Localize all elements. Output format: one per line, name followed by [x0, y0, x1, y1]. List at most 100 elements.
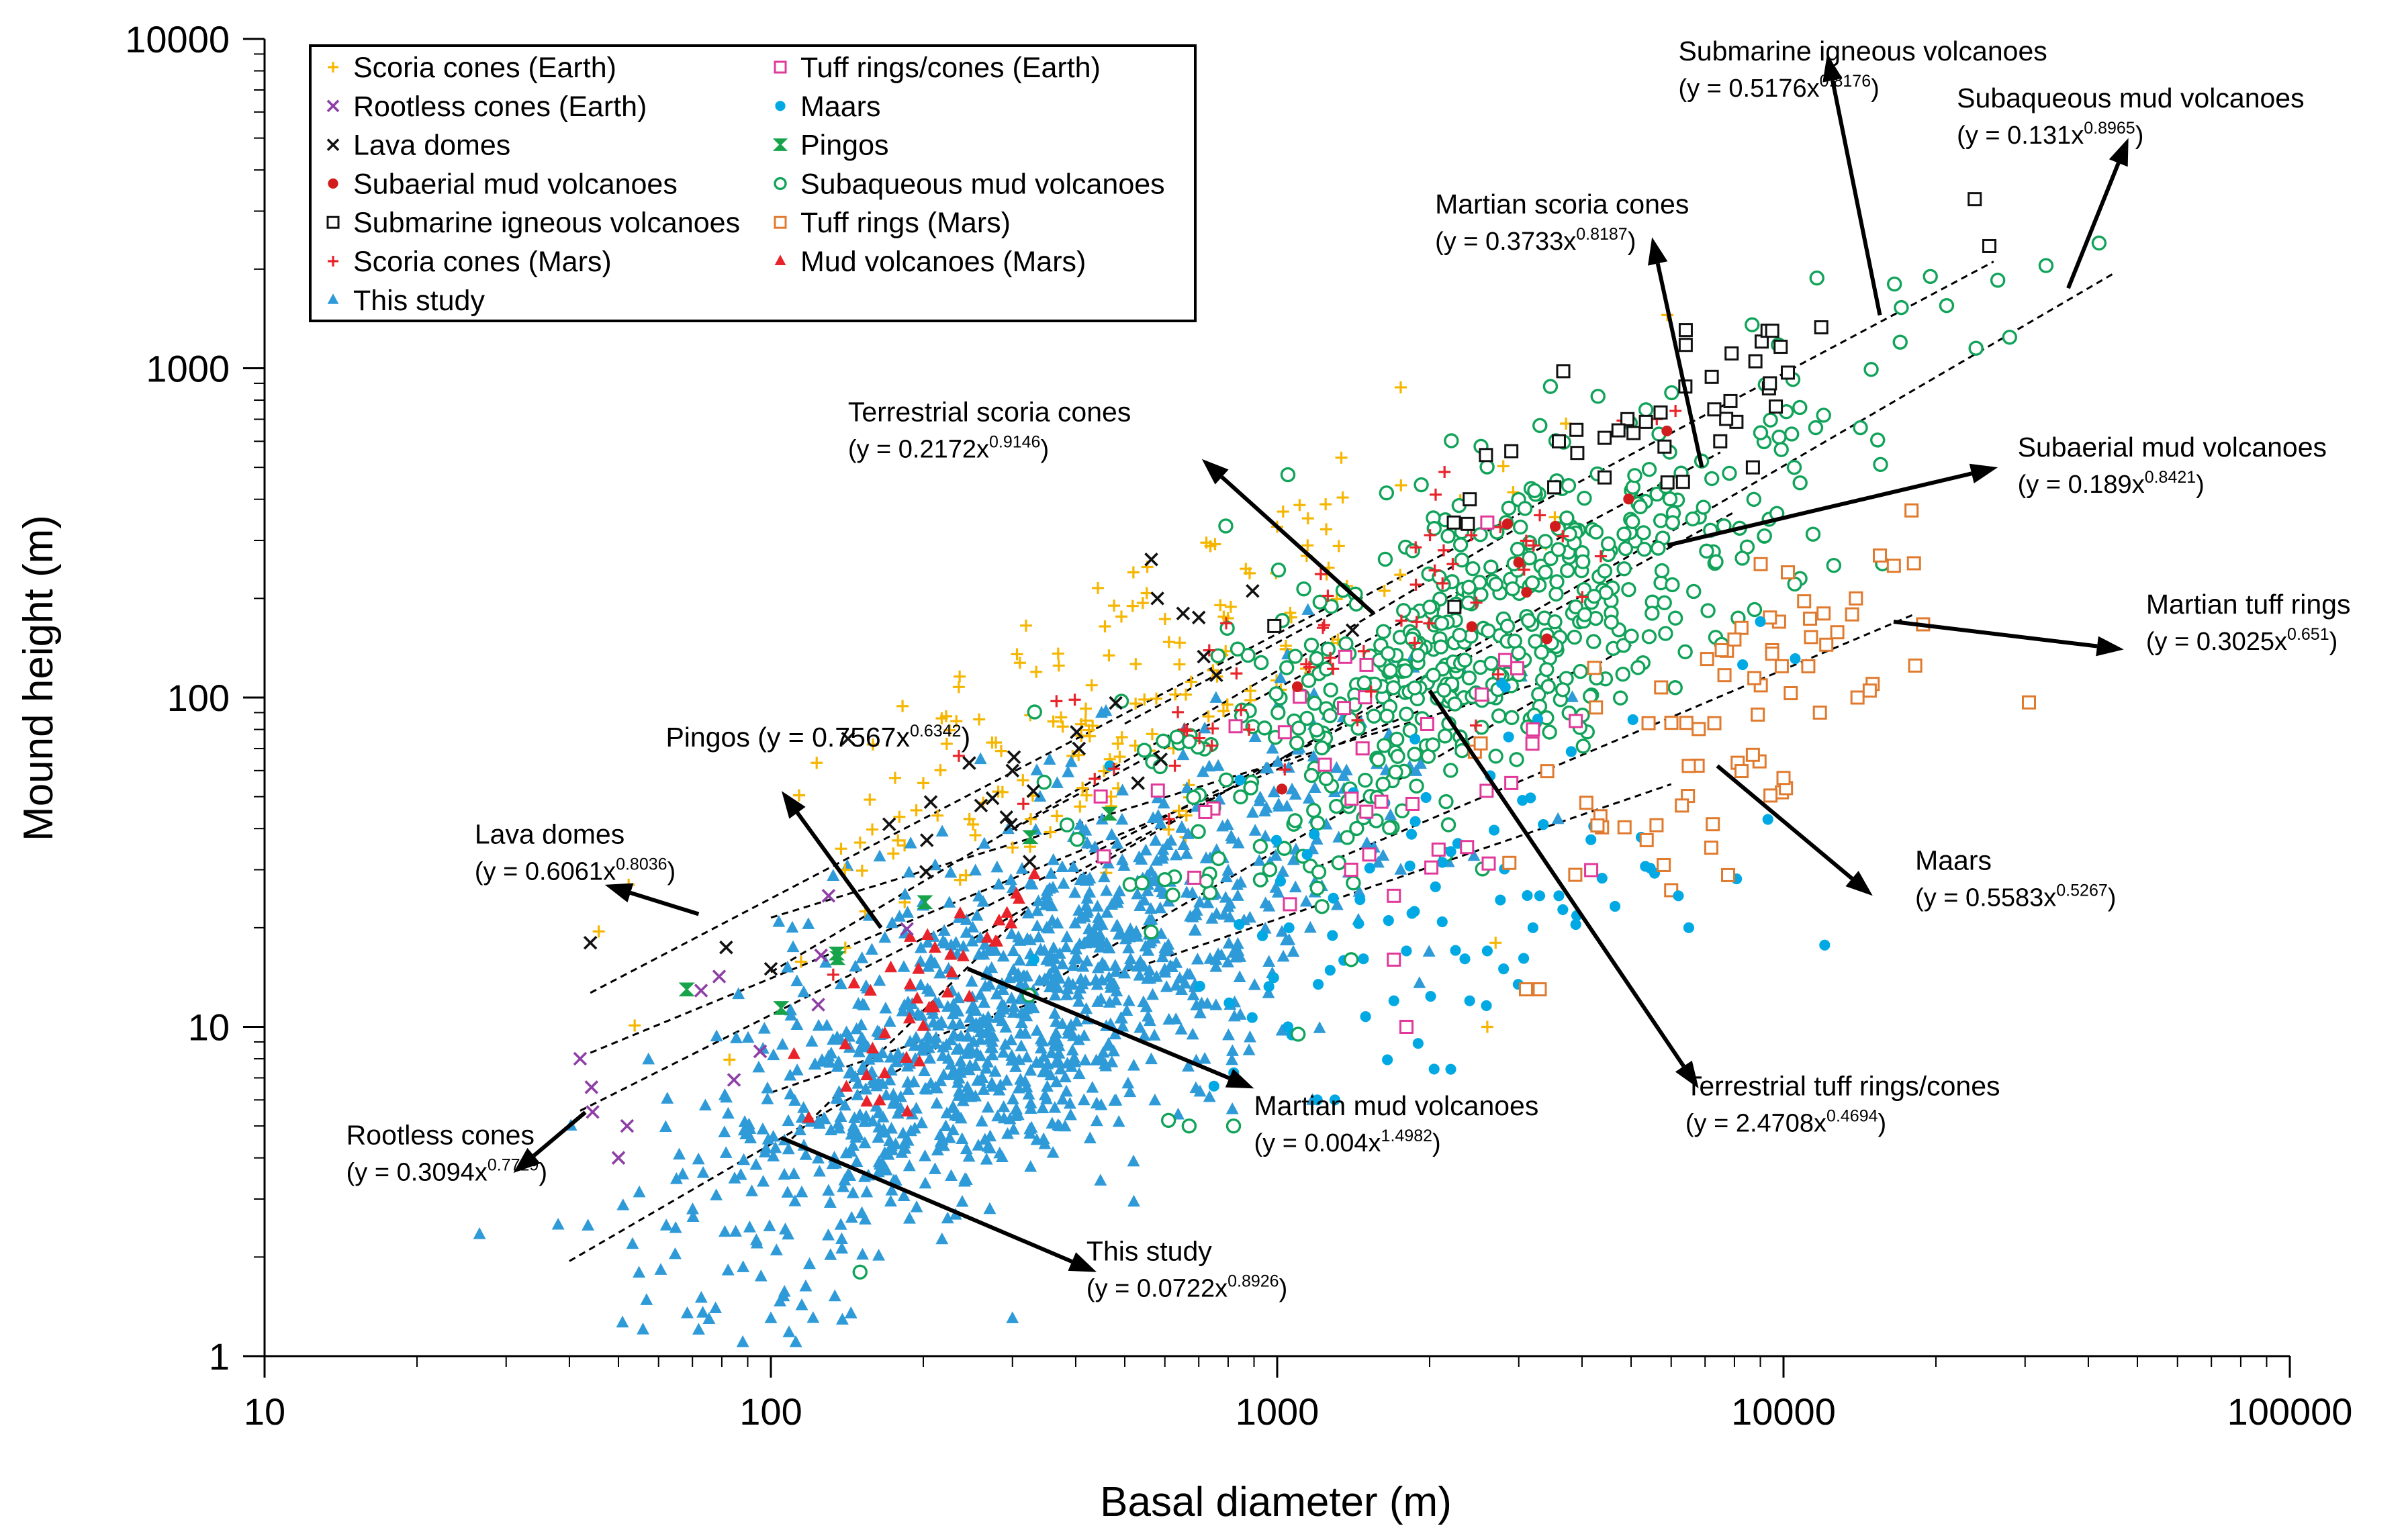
triangle-marker	[799, 1148, 813, 1160]
circle-marker	[1784, 426, 1800, 442]
plus-marker	[1030, 665, 1043, 678]
circle-marker	[1447, 696, 1463, 712]
equation-close: )	[2329, 628, 2338, 656]
triangle-marker	[858, 1212, 872, 1225]
fixed-points-scoria-cones-earth-	[839, 512, 1502, 1033]
triangle-marker	[1024, 1159, 1037, 1172]
annotation-label: Subaerial mud volcanoes	[2018, 432, 2327, 463]
triangle-marker	[855, 1018, 868, 1031]
circle-marker	[1481, 623, 1496, 638]
triangle-marker	[835, 1313, 849, 1325]
dot-marker	[1549, 520, 1561, 532]
circle-marker	[1576, 581, 1592, 598]
triangle-marker	[1253, 794, 1266, 806]
triangle-marker	[1007, 1000, 1021, 1012]
triangle-marker	[812, 1151, 825, 1163]
square-marker	[1660, 475, 1675, 490]
circle-marker	[1303, 637, 1319, 653]
square-marker	[1579, 796, 1593, 810]
circle-marker	[1279, 660, 1295, 675]
dot-marker	[1404, 860, 1416, 871]
triangle-marker	[860, 1094, 874, 1107]
dot-marker	[1291, 681, 1303, 692]
legend-box	[309, 44, 1197, 322]
triangle-marker	[1209, 953, 1223, 965]
circle-marker	[1134, 875, 1150, 891]
circle-marker	[1700, 603, 1716, 618]
triangle-marker	[897, 1189, 911, 1202]
triangle-marker	[616, 1315, 629, 1328]
triangle-marker	[876, 1156, 889, 1168]
triangle-marker	[633, 1266, 646, 1278]
triangle-marker	[990, 987, 1003, 1000]
arrow-shaft	[1716, 764, 1854, 880]
square-marker	[1570, 446, 1585, 461]
triangle-marker	[928, 956, 941, 969]
arrow-head	[1225, 1068, 1254, 1089]
triangle-marker	[956, 949, 970, 961]
triangle-marker	[1131, 887, 1144, 900]
triangle-marker	[878, 1125, 892, 1138]
plus-marker	[1518, 563, 1530, 576]
triangle-marker	[1133, 969, 1146, 981]
square-marker	[1641, 716, 1656, 730]
triangle-marker	[835, 1232, 848, 1245]
square-marker	[1713, 434, 1728, 448]
triangle-marker	[1046, 1033, 1060, 1046]
triangle-marker	[1115, 853, 1129, 865]
triangle-marker	[1118, 966, 1131, 979]
square-marker	[1338, 649, 1352, 664]
triangle-marker	[1307, 749, 1320, 762]
triangle-marker	[551, 1218, 565, 1230]
dot-marker	[1755, 616, 1766, 628]
dot-marker	[1430, 881, 1441, 893]
triangle-marker	[974, 988, 987, 1000]
equation-exponent: 0.4694	[1826, 1106, 1878, 1125]
triangle-marker	[1330, 898, 1344, 910]
triangle-marker	[1009, 1102, 1023, 1115]
series-subaerial-mud-volcanoes	[1276, 425, 1673, 795]
plus-marker	[1319, 498, 1332, 511]
triangle-marker	[1258, 829, 1272, 842]
triangle-marker	[866, 1073, 880, 1085]
square-marker	[1187, 870, 1202, 885]
circle-marker	[1375, 776, 1391, 792]
circle-marker	[1388, 764, 1403, 780]
triangle-marker	[582, 1219, 595, 1231]
plus-marker	[1129, 658, 1142, 671]
triangle-marker	[776, 1037, 789, 1050]
square-marker	[1525, 736, 1540, 751]
annotation-label: Maars	[1915, 845, 1992, 875]
square-marker	[1873, 548, 1888, 563]
plus-marker	[1576, 591, 1589, 604]
triangle-marker	[782, 1114, 795, 1127]
triangle-marker	[1176, 748, 1190, 761]
cross-marker	[999, 810, 1014, 824]
triangle-marker	[1080, 899, 1093, 911]
dot-marker	[1405, 828, 1418, 840]
arrow-shaft	[1667, 471, 1972, 548]
triangle-marker	[1186, 886, 1199, 898]
cross-marker	[326, 138, 340, 151]
plus-marker	[1172, 804, 1185, 817]
fit-line-rootless-cones	[580, 722, 1352, 1112]
triangle-marker	[1180, 781, 1194, 794]
triangle-marker	[743, 1122, 757, 1135]
plus-marker	[1136, 597, 1149, 610]
circle-marker	[1440, 528, 1456, 544]
square-marker	[1763, 376, 1777, 391]
triangle-marker	[686, 1210, 700, 1222]
circle-marker	[1651, 540, 1666, 556]
circle-marker	[1379, 485, 1395, 501]
dot-marker	[1445, 846, 1456, 857]
triangle-marker	[784, 1008, 798, 1021]
plus-marker	[1303, 661, 1315, 673]
triangle-marker	[1182, 1059, 1195, 1072]
circle-marker	[1405, 543, 1420, 559]
square-marker	[1707, 402, 1722, 417]
triangle-marker	[1066, 1043, 1079, 1056]
triangle-marker	[886, 916, 899, 928]
triangle-marker	[965, 1020, 978, 1032]
plus-marker	[1336, 491, 1349, 504]
